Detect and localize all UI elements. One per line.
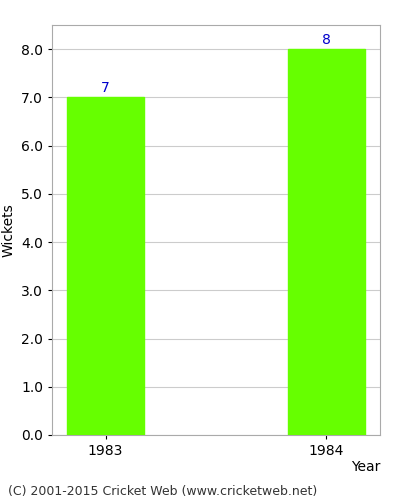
Text: 7: 7 — [101, 82, 110, 96]
Bar — [67, 98, 144, 435]
Text: 8: 8 — [322, 33, 331, 47]
Text: Year: Year — [351, 460, 380, 473]
Text: (C) 2001-2015 Cricket Web (www.cricketweb.net): (C) 2001-2015 Cricket Web (www.cricketwe… — [8, 484, 317, 498]
Y-axis label: Wickets: Wickets — [2, 203, 16, 257]
Bar — [288, 49, 365, 435]
